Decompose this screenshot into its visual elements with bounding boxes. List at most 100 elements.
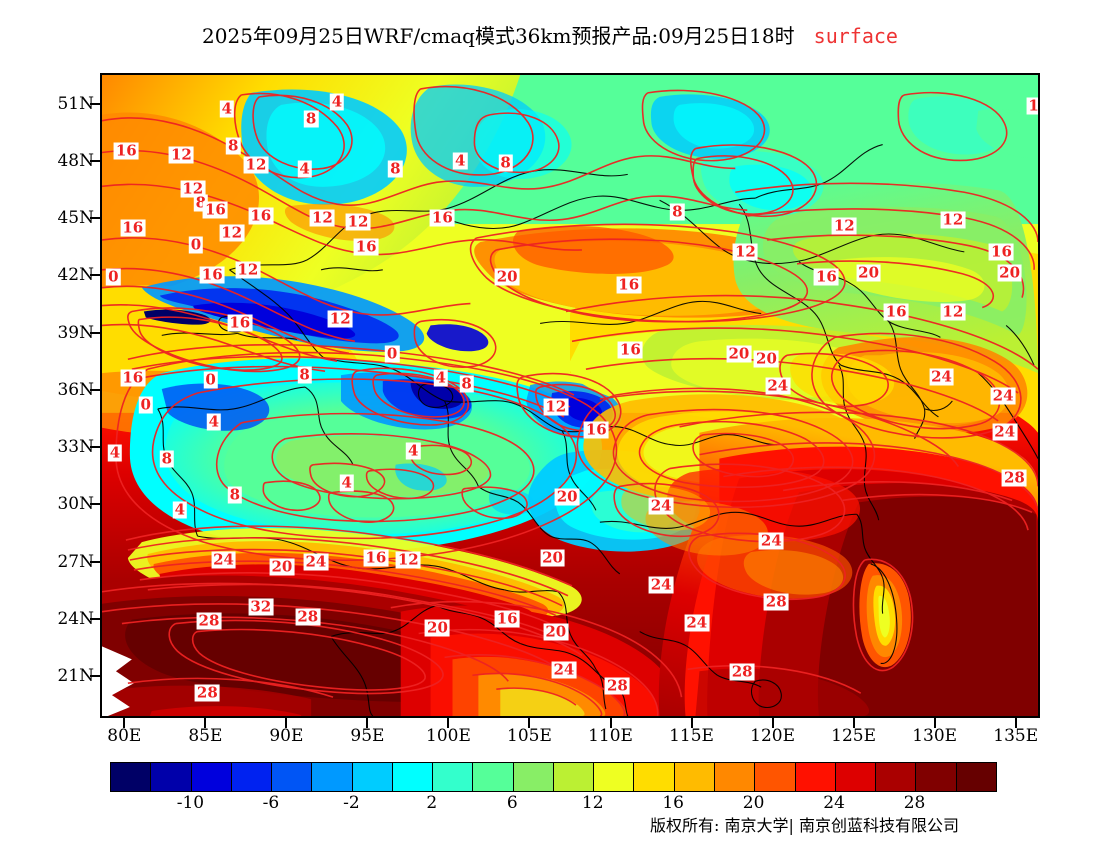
contour-label: 4 [219, 99, 234, 118]
contour-label: 12 [235, 260, 261, 279]
y-axis-label: 33N [57, 437, 94, 458]
colorbar-cell [876, 763, 917, 791]
x-axis-label: 100E [426, 726, 471, 746]
y-axis-label: 30N [57, 494, 94, 515]
colorbar-tick-label: 28 [903, 793, 926, 813]
colorbar-cell [594, 763, 635, 791]
contour-label: 12 [395, 550, 421, 569]
x-axis-tick [933, 718, 936, 728]
contour-label: 16 [429, 208, 455, 227]
contour-label: 12 [327, 309, 353, 328]
contour-label: 16 [583, 420, 609, 439]
colorbar-cell [352, 763, 393, 791]
title-main-text: 2025年09月25日WRF/cmaq模式36km预报产品:09月25日18时 [202, 24, 795, 48]
x-axis-tick [447, 718, 450, 728]
contour-label: 4 [107, 443, 123, 462]
y-axis-label: 27N [57, 551, 94, 572]
title-level-text: surface [813, 24, 898, 48]
colorbar-tick-label: 2 [426, 793, 438, 813]
contour-label: 24 [303, 552, 329, 571]
x-axis-tick [771, 718, 774, 728]
contour-label: 16 [199, 265, 225, 284]
x-axis-label: 95E [350, 726, 385, 746]
x-axis-tick [204, 718, 207, 728]
contour-label: 24 [551, 660, 577, 679]
colorbar-tick-label: 20 [742, 793, 765, 813]
contour-label: 24 [684, 613, 710, 632]
contour-label: 0 [106, 267, 121, 286]
contour-label: 8 [303, 109, 319, 128]
contour-label: 8 [670, 202, 685, 221]
contour-label: 16 [363, 548, 389, 567]
contour-label: 16 [120, 218, 146, 237]
contour-label: 12 [345, 212, 371, 231]
x-axis-label: 135E [993, 726, 1039, 746]
colorbar-cell [312, 763, 353, 791]
contour-label-layer: 1612481281612844848121612161216012121201… [102, 75, 1038, 716]
contour-label: 20 [754, 349, 779, 368]
colorbar-cell [795, 763, 836, 791]
colorbar-tick-label: 16 [662, 793, 684, 813]
contour-label: 28 [604, 676, 630, 695]
x-axis-tick [852, 718, 855, 728]
x-axis-tick [1014, 718, 1017, 728]
colorbar-cell [755, 763, 796, 791]
contour-label: 8 [459, 374, 474, 393]
contour-label: 20 [543, 622, 569, 641]
contour-label: 8 [388, 159, 403, 177]
y-axis-tick [90, 503, 100, 506]
y-axis-tick [90, 675, 100, 678]
contour-label: 16 [989, 242, 1014, 261]
contour-label: 28 [196, 611, 222, 630]
contour-label: 28 [729, 662, 755, 681]
colorbar-cell [956, 763, 996, 791]
contour-label: 8 [226, 136, 241, 155]
contour-label: 16 [883, 302, 909, 321]
contour-label: 16 [227, 313, 253, 332]
colorbar-tick-label: -10 [176, 793, 205, 813]
colorbar-cell [392, 763, 434, 791]
x-axis-label: 80E [107, 726, 142, 746]
colorbar-cell [835, 763, 877, 791]
colorbar-cell [553, 763, 595, 791]
contour-label: 16 [814, 267, 839, 286]
colorbar-cell [151, 763, 192, 791]
contour-label: 24 [992, 422, 1018, 441]
x-axis-label: 130E [912, 726, 958, 746]
contour-label: 4 [297, 159, 312, 177]
contour-label: 12 [940, 302, 966, 321]
x-axis-label: 120E [750, 726, 795, 746]
colorbar-cell [231, 763, 273, 791]
colorbar-tick-label: -2 [343, 793, 360, 813]
y-axis-label: 48N [57, 150, 94, 171]
colorbar-tick-label: 24 [823, 793, 845, 813]
contour-label: 16 [353, 237, 379, 256]
contour-label: 8 [297, 365, 312, 384]
x-axis-tick [366, 718, 369, 728]
contour-label: 4 [329, 92, 345, 111]
contour-label: 16 [120, 368, 146, 387]
contour-label: 12 [309, 208, 335, 227]
contour-label: 4 [206, 412, 222, 431]
contour-label: 4 [452, 151, 468, 170]
colorbar-cell [111, 763, 152, 791]
contour-label: 20 [726, 344, 752, 363]
colorbar-cell [916, 763, 957, 791]
contour-label: 12 [219, 223, 245, 242]
colorbar-cell [473, 763, 514, 791]
contour-label: 28 [194, 683, 220, 702]
contour-label: 12 [831, 216, 857, 235]
contour-label: 4 [172, 500, 187, 519]
colorbar-cell [714, 763, 756, 791]
colorbar-cell [674, 763, 715, 791]
contour-label: 20 [856, 263, 882, 282]
y-axis-label: 51N [57, 93, 94, 114]
y-axis-tick [90, 388, 100, 391]
contour-label: 20 [554, 487, 580, 506]
colorbar-cell [433, 763, 474, 791]
contour-label: 20 [494, 267, 520, 286]
copyright-notice: 版权所有: 南京大学| 南京创蓝科技有限公司 [650, 816, 959, 835]
contour-label: 28 [1002, 468, 1027, 487]
y-axis-label: 24N [57, 608, 94, 629]
contour-label: 20 [540, 548, 565, 567]
